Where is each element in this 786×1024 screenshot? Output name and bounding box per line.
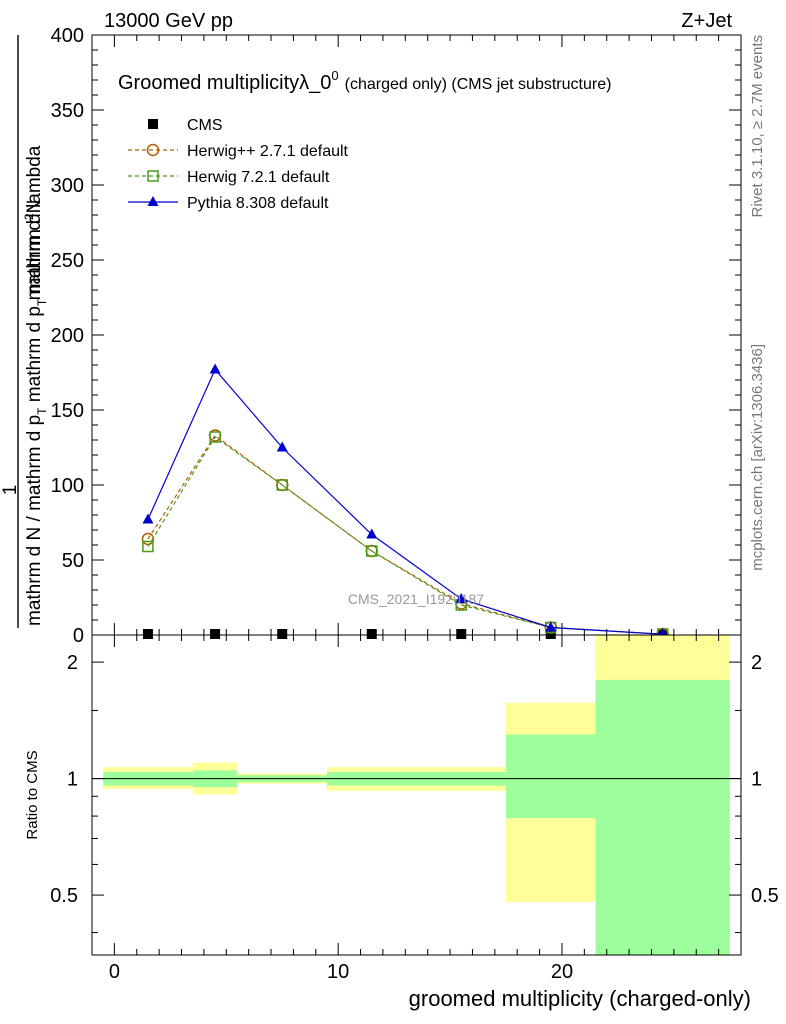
main-series (141, 363, 669, 641)
chart-title-main: Groomed multiplicityλ_0 (118, 72, 331, 94)
chart-title: Groomed multiplicityλ_00 (charged only) (… (118, 68, 611, 94)
rivet-label: Rivet 3.1.10, ≥ 2.7M events (749, 35, 766, 218)
watermark: CMS_2021_I1920187 (348, 591, 484, 607)
chart-title-sup: 0 (331, 68, 338, 83)
mcplots-label: mcplots.cern.ch [arXiv:1306.3436] (749, 344, 766, 571)
ratio-panel: 0.5 0.5 1 1 2 2 0 10 20 Ratio to CMS groomed mu… (24, 634, 779, 1011)
data-point (142, 629, 153, 639)
data-point (276, 441, 288, 452)
data-point (277, 629, 288, 639)
main-frame (91, 34, 742, 636)
legend-label: Herwig++ 2.7.1 default (187, 143, 349, 160)
chart-title-suffix: (charged only) (CMS jet substructure) (345, 76, 612, 93)
data-point (210, 629, 221, 639)
y-tick-label: 250 (51, 250, 84, 272)
ratio-y-tick-label: 0.5 (50, 885, 78, 907)
ratio-x-ticks: 0 10 20 (91, 635, 742, 983)
data-point (209, 431, 221, 443)
legend-marker (147, 170, 159, 182)
y-tick-label: 350 (51, 100, 84, 122)
ratio-bands (103, 635, 730, 955)
header-right: Z+Jet (681, 10, 732, 32)
legend: CMS Herwig++ 2.7.1 default Herwig 7.2.1 de… (128, 117, 349, 212)
data-point (366, 528, 378, 539)
ratio-y-ticks: 0.5 0.5 1 1 2 2 (50, 652, 779, 934)
y-tick-label: 100 (51, 475, 84, 497)
x-tick-label: 20 (551, 961, 573, 983)
ratio-frame (91, 634, 742, 956)
y-tick-label: 400 (51, 25, 84, 47)
data-point (545, 621, 557, 632)
data-point (276, 479, 288, 491)
data-point (141, 532, 155, 546)
data-point (209, 363, 221, 374)
data-point (366, 629, 377, 639)
data-point (545, 629, 556, 639)
x-tick-label: 0 (109, 961, 120, 983)
ratio-y-label: Ratio to CMS (24, 750, 41, 839)
ratio-y-tick-label-right: 2 (751, 652, 762, 674)
legend-marker (146, 143, 160, 157)
data-point (142, 513, 154, 524)
legend-label: CMS (187, 117, 223, 134)
ratio-y-tick-label-right: 1 (751, 769, 762, 791)
data-point (456, 629, 467, 639)
legend-label: Herwig 7.2.1 default (187, 169, 330, 186)
data-point (455, 593, 467, 603)
y-tick-label: 0 (73, 625, 84, 647)
ratio-stat-band (506, 734, 596, 819)
y-tick-label: 150 (51, 400, 84, 422)
ratio-y-tick-label-right: 0.5 (751, 885, 779, 907)
y-tick-label: 200 (51, 325, 84, 347)
x-axis-label: groomed multiplicity (charged-only) (409, 986, 751, 1011)
y-label-numerator-one: 1 (0, 485, 21, 496)
header-left: 13000 GeV pp (104, 10, 233, 32)
legend-marker (147, 196, 159, 206)
y-tick-label: 300 (51, 175, 84, 197)
data-point (365, 545, 378, 557)
y-tick-label: 50 (62, 550, 84, 572)
main-panel: 0 50 100 150 200 250 300 350 400 Groomed multipl… (51, 25, 742, 647)
ratio-y-tick-label: 1 (67, 769, 78, 791)
ratio-stat-band (595, 679, 730, 955)
y-label-lower: mathrm d N / mathrm d pT mathrm d pT mat… (24, 145, 49, 626)
data-point (142, 540, 154, 553)
main-y-ticks: 0 50 100 150 200 250 300 350 400 (51, 25, 741, 647)
legend-marker (148, 119, 158, 129)
x-tick-label: 10 (327, 961, 349, 983)
legend-label: Pythia 8.308 default (187, 195, 329, 212)
y-label-upper: mathrm d2N (22, 200, 45, 301)
ratio-y-tick-label: 2 (67, 652, 78, 674)
main-y-label: 1 mathrm d2N mathrm d N / mathrm d pT ma… (0, 35, 49, 628)
